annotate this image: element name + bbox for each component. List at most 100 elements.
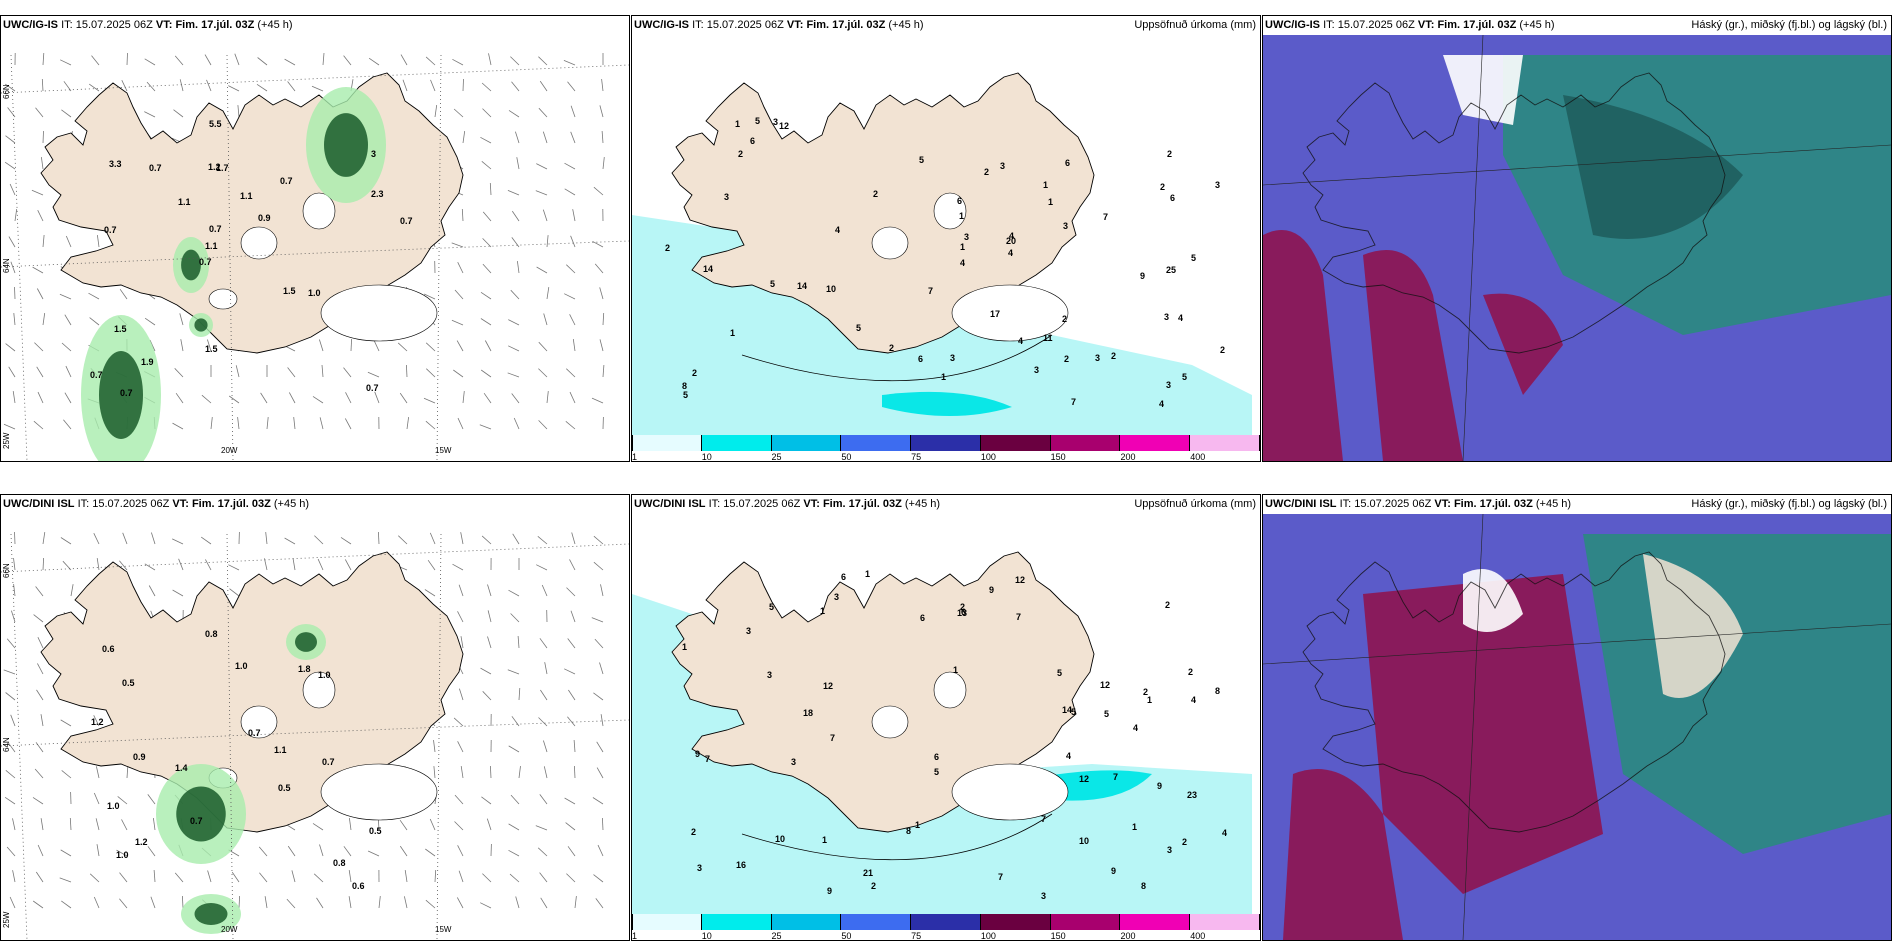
wind-barb	[37, 663, 44, 675]
map-projection-line	[1462, 514, 1484, 940]
wind-barb	[319, 339, 324, 352]
precip-value-label: 14	[1062, 705, 1072, 715]
wind-barb	[148, 585, 156, 597]
wind-barb	[429, 818, 436, 831]
wind-barb	[544, 662, 548, 675]
wind-barb	[462, 391, 465, 404]
lead-time: (+45 h)	[1519, 19, 1555, 31]
precip-value-label: 4	[1018, 336, 1023, 346]
wind-barb	[42, 532, 46, 545]
wind-barb	[543, 740, 548, 753]
wind-barb	[37, 844, 44, 857]
colorbar-segment	[632, 435, 702, 451]
wind-barb	[311, 85, 324, 92]
colorbar-tick-label: 100	[980, 452, 996, 462]
wind-barb	[32, 797, 44, 805]
wind-barb	[36, 366, 44, 378]
precip-value-label: 4	[1178, 313, 1183, 323]
wind-barb	[287, 81, 296, 92]
model-name: UWC/IG-IS	[3, 19, 58, 31]
wind-barb	[538, 341, 548, 352]
wind-barb	[567, 716, 576, 727]
precip-value-label: 18	[803, 708, 813, 718]
wind-barb	[457, 845, 464, 857]
wind-barb	[596, 741, 604, 753]
precip-value-label: 0.7	[366, 383, 379, 393]
wind-barb	[591, 617, 604, 623]
precip-value-label: 2	[1062, 314, 1067, 324]
precip-value-label: 1	[941, 372, 946, 382]
panel-dini-precip: UWC/DINI ISL IT: 15.07.2025 06Z VT: Fim.…	[631, 494, 1261, 941]
wind-barb	[570, 105, 576, 118]
wind-barb	[97, 235, 100, 248]
wind-barb	[454, 289, 464, 300]
wind-barb	[96, 766, 100, 779]
model-name: UWC/DINI ISL	[3, 498, 75, 510]
colorbar-tick-label: 75	[911, 452, 922, 462]
precip-value-label: 1.2	[135, 837, 148, 847]
precip-value-label: 1.1	[205, 241, 218, 251]
wind-barb	[116, 849, 128, 857]
wind-barb	[200, 536, 212, 545]
it-time: 15.07.2025 06Z	[92, 498, 170, 510]
wind-barb	[536, 564, 548, 571]
vt-label: VT:	[155, 19, 173, 31]
wind-barb	[517, 261, 520, 274]
wind-barb	[486, 818, 492, 831]
precip-value-label: 1.5	[114, 324, 127, 334]
colorbar-tick-label: 25	[771, 931, 782, 941]
wind-barb	[60, 59, 72, 66]
colorbar-segment	[911, 435, 981, 451]
lead-time: (+45 h)	[1535, 498, 1572, 510]
wind-barb	[12, 870, 16, 883]
precip-value-label: 1	[865, 569, 870, 579]
wind-barb	[35, 107, 44, 118]
panel-title: Háský (gr.), miðský (fj.bl.) og lágský (…	[1691, 19, 1887, 31]
wind-barb	[542, 209, 548, 222]
wind-barb	[344, 559, 352, 571]
colorbar-tick-label: 25	[771, 452, 782, 462]
wind-barb	[482, 873, 492, 883]
wind-barb	[397, 342, 408, 352]
wind-barb	[4, 161, 16, 170]
precip-value-label: 4	[960, 258, 965, 268]
wind-barb	[378, 531, 380, 545]
precip-value-label: 2	[1188, 667, 1193, 677]
iceland-coastline	[1302, 72, 1726, 354]
wind-barb	[567, 81, 576, 92]
wind-barb	[453, 108, 464, 118]
wind-barb	[96, 558, 100, 571]
precip-value-label: 17	[990, 309, 1000, 319]
glacier	[302, 192, 336, 230]
wind-barb	[425, 56, 436, 66]
glacier	[951, 284, 1069, 342]
precip-value-label: 5	[1071, 707, 1076, 717]
precip-value-label: 1	[1132, 822, 1137, 832]
precip-value-label: 2	[984, 167, 989, 177]
wind-barb	[593, 561, 604, 571]
precip-value-label: 1.1	[178, 197, 191, 207]
wind-barb	[182, 895, 184, 909]
precip-value-label: 0.5	[278, 783, 291, 793]
wind-barb	[14, 286, 16, 300]
wind-barb	[31, 189, 44, 196]
wind-barb	[206, 79, 212, 92]
wind-barb	[95, 818, 100, 831]
colorbar-tick-label: 10	[701, 452, 712, 462]
wind-barb	[41, 78, 44, 92]
longitude-label-25w: 25W	[2, 911, 11, 928]
precip-value-label: 12	[1100, 680, 1110, 690]
precip-value-label: 1	[682, 642, 687, 652]
latitude-label-66n: 66N	[2, 563, 11, 578]
precip-value-label: 4	[1066, 751, 1071, 761]
wind-barb	[457, 417, 464, 430]
precip-value-label: 0.6	[102, 644, 115, 654]
precip-value-label: 1	[960, 242, 965, 252]
wind-barb	[462, 131, 466, 144]
map-projection-line	[1462, 35, 1484, 461]
precip-value-label: 2	[738, 149, 743, 159]
precip-value-label: 0.7	[190, 816, 203, 826]
wind-barb	[205, 559, 212, 571]
wind-barb	[596, 767, 604, 779]
wind-barb	[456, 897, 464, 909]
